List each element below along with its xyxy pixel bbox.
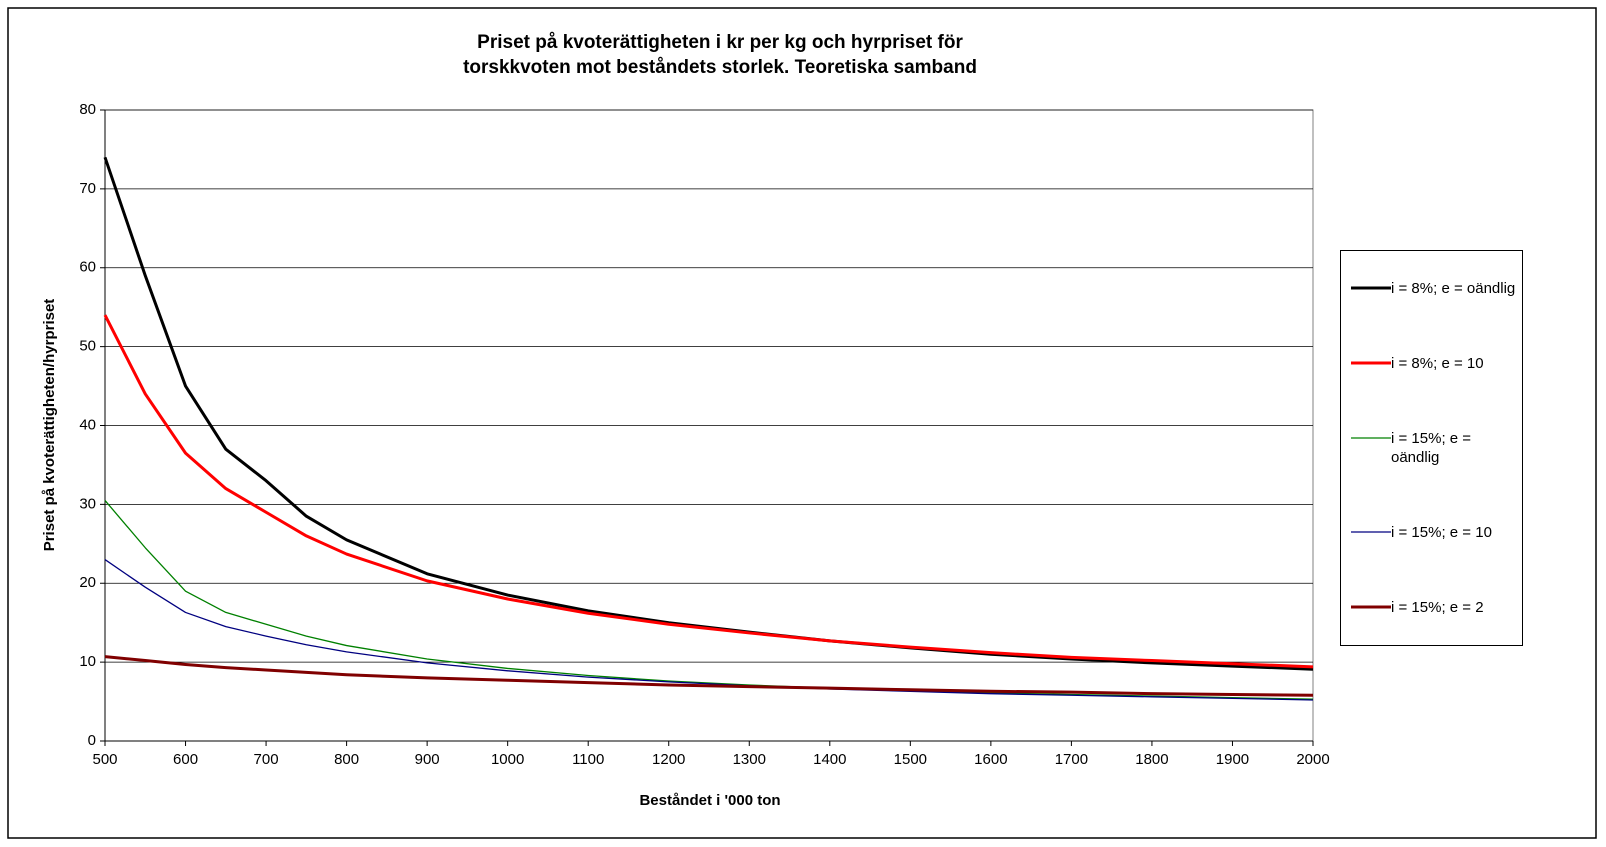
x-tick-label: 2000 (1296, 751, 1329, 768)
series-line (104, 655, 1314, 697)
legend-item: i = 15%; e = oändlig (1351, 429, 1518, 467)
x-tick-label: 1800 (1135, 751, 1168, 768)
x-tick-label: 1200 (652, 751, 685, 768)
x-tick-label: 800 (334, 751, 359, 768)
y-tick-label: 0 (88, 732, 96, 749)
x-tick-label: 600 (173, 751, 198, 768)
y-tick-label: 10 (79, 653, 96, 670)
legend-item: i = 15%; e = 2 (1351, 598, 1518, 617)
x-tick-label: 1300 (733, 751, 766, 768)
legend-item: i = 8%; e = oändlig (1351, 279, 1518, 298)
legend-swatch (1351, 605, 1391, 609)
series-line (104, 559, 1314, 701)
legend-item: i = 8%; e = 10 (1351, 354, 1518, 373)
y-tick-label: 80 (79, 101, 96, 118)
chart-title: Priset på kvoterättigheten i kr per kg o… (463, 32, 977, 78)
legend-label: i = 15%; e = oändlig (1391, 430, 1472, 466)
x-tick-label: 700 (254, 751, 279, 768)
x-tick-label: 1100 (572, 751, 604, 768)
y-tick-label: 60 (79, 259, 96, 276)
y-axis-label: Priset på kvoterättigheten/hyrpriset (41, 299, 58, 552)
x-tick-label: 1000 (491, 751, 524, 768)
legend-label: i = 15%; e = 10 (1391, 524, 1492, 541)
legend: i = 8%; e = oändlig i = 8%; e = 10 i = 15%… (1340, 250, 1523, 646)
legend-label: i = 8%; e = 10 (1391, 355, 1484, 372)
series-line (104, 500, 1314, 700)
y-tick-label: 40 (79, 416, 96, 433)
x-axis-label: Beståndet i '000 ton (639, 792, 780, 809)
y-tick-label: 50 (79, 338, 96, 355)
legend-swatch (1351, 437, 1391, 439)
x-tick-label: 1600 (974, 751, 1007, 768)
x-tick-label: 500 (92, 751, 117, 768)
legend-swatch (1351, 361, 1391, 365)
series-line (103, 156, 1314, 671)
legend-swatch (1351, 286, 1391, 290)
legend-item: i = 15%; e = 10 (1351, 523, 1518, 542)
legend-label: i = 15%; e = 2 (1391, 599, 1484, 616)
series-line (103, 314, 1314, 669)
legend-label: i = 8%; e = oändlig (1391, 280, 1516, 297)
y-tick-label: 70 (79, 180, 96, 197)
x-tick-label: 900 (415, 751, 440, 768)
x-tick-label: 1400 (813, 751, 846, 768)
x-tick-label: 1900 (1216, 751, 1249, 768)
x-tick-label: 1500 (894, 751, 927, 768)
y-tick-label: 20 (79, 574, 96, 591)
x-tick-label: 1700 (1055, 751, 1088, 768)
legend-swatch (1351, 531, 1391, 533)
chart-frame (7, 7, 1597, 839)
y-tick-label: 30 (79, 495, 96, 512)
